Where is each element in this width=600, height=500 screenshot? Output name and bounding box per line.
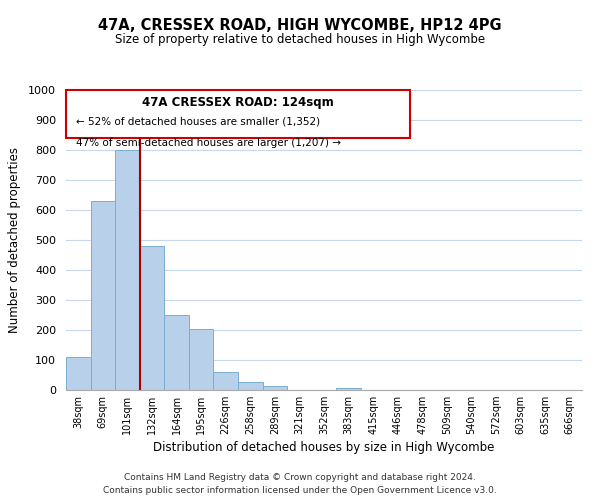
Bar: [91, 201, 115, 390]
Bar: [238, 382, 263, 390]
Bar: [189, 328, 214, 390]
Text: ← 52% of detached houses are smaller (1,352): ← 52% of detached houses are smaller (1,…: [76, 117, 320, 127]
Y-axis label: Number of detached properties: Number of detached properties: [8, 147, 22, 333]
Text: Size of property relative to detached houses in High Wycombe: Size of property relative to detached ho…: [115, 32, 485, 46]
Bar: [66, 357, 91, 390]
Bar: [336, 388, 361, 390]
Bar: [164, 315, 189, 390]
Text: 47A, CRESSEX ROAD, HIGH WYCOMBE, HP12 4PG: 47A, CRESSEX ROAD, HIGH WYCOMBE, HP12 4P…: [98, 18, 502, 32]
X-axis label: Distribution of detached houses by size in High Wycombe: Distribution of detached houses by size …: [154, 442, 494, 454]
Text: Contains HM Land Registry data © Crown copyright and database right 2024.: Contains HM Land Registry data © Crown c…: [124, 474, 476, 482]
Bar: [263, 386, 287, 390]
Text: 47% of semi-detached houses are larger (1,207) →: 47% of semi-detached houses are larger (…: [76, 138, 341, 148]
Bar: [214, 372, 238, 390]
Bar: [140, 246, 164, 390]
Text: Contains public sector information licensed under the Open Government Licence v3: Contains public sector information licen…: [103, 486, 497, 495]
Bar: [115, 150, 140, 390]
Text: 47A CRESSEX ROAD: 124sqm: 47A CRESSEX ROAD: 124sqm: [142, 96, 334, 109]
FancyBboxPatch shape: [66, 90, 410, 138]
